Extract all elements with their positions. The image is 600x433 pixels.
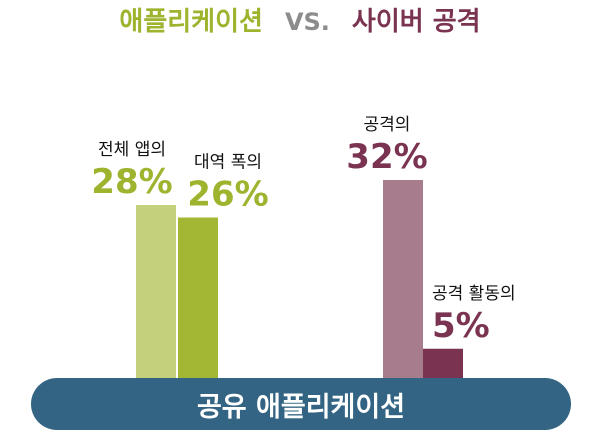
title-cyber-attacks: 사이버 공격	[351, 7, 481, 37]
title-vs: VS.	[284, 8, 330, 36]
footer-banner: 공유 애플리케이션	[31, 378, 571, 430]
bar-2	[178, 217, 218, 380]
category-label-3: 공격의	[364, 115, 411, 135]
footer-label: 공유 애플리케이션	[196, 391, 406, 423]
chart-title: 애플리케이션 VS. 사이버 공격	[0, 2, 600, 42]
category-label-4: 공격 활동의	[432, 284, 516, 304]
bar-1	[136, 205, 176, 380]
category-label-2: 대역 폭의	[194, 153, 262, 173]
title-applications: 애플리케이션	[119, 7, 263, 37]
value-label-1: 28%	[91, 162, 172, 202]
value-label-2: 26%	[187, 175, 268, 215]
bar-4	[423, 348, 463, 380]
value-label-4: 5%	[432, 306, 490, 346]
value-label-3: 32%	[346, 137, 427, 177]
bar-3	[383, 180, 423, 380]
category-label-1: 전체 앱의	[98, 140, 166, 160]
